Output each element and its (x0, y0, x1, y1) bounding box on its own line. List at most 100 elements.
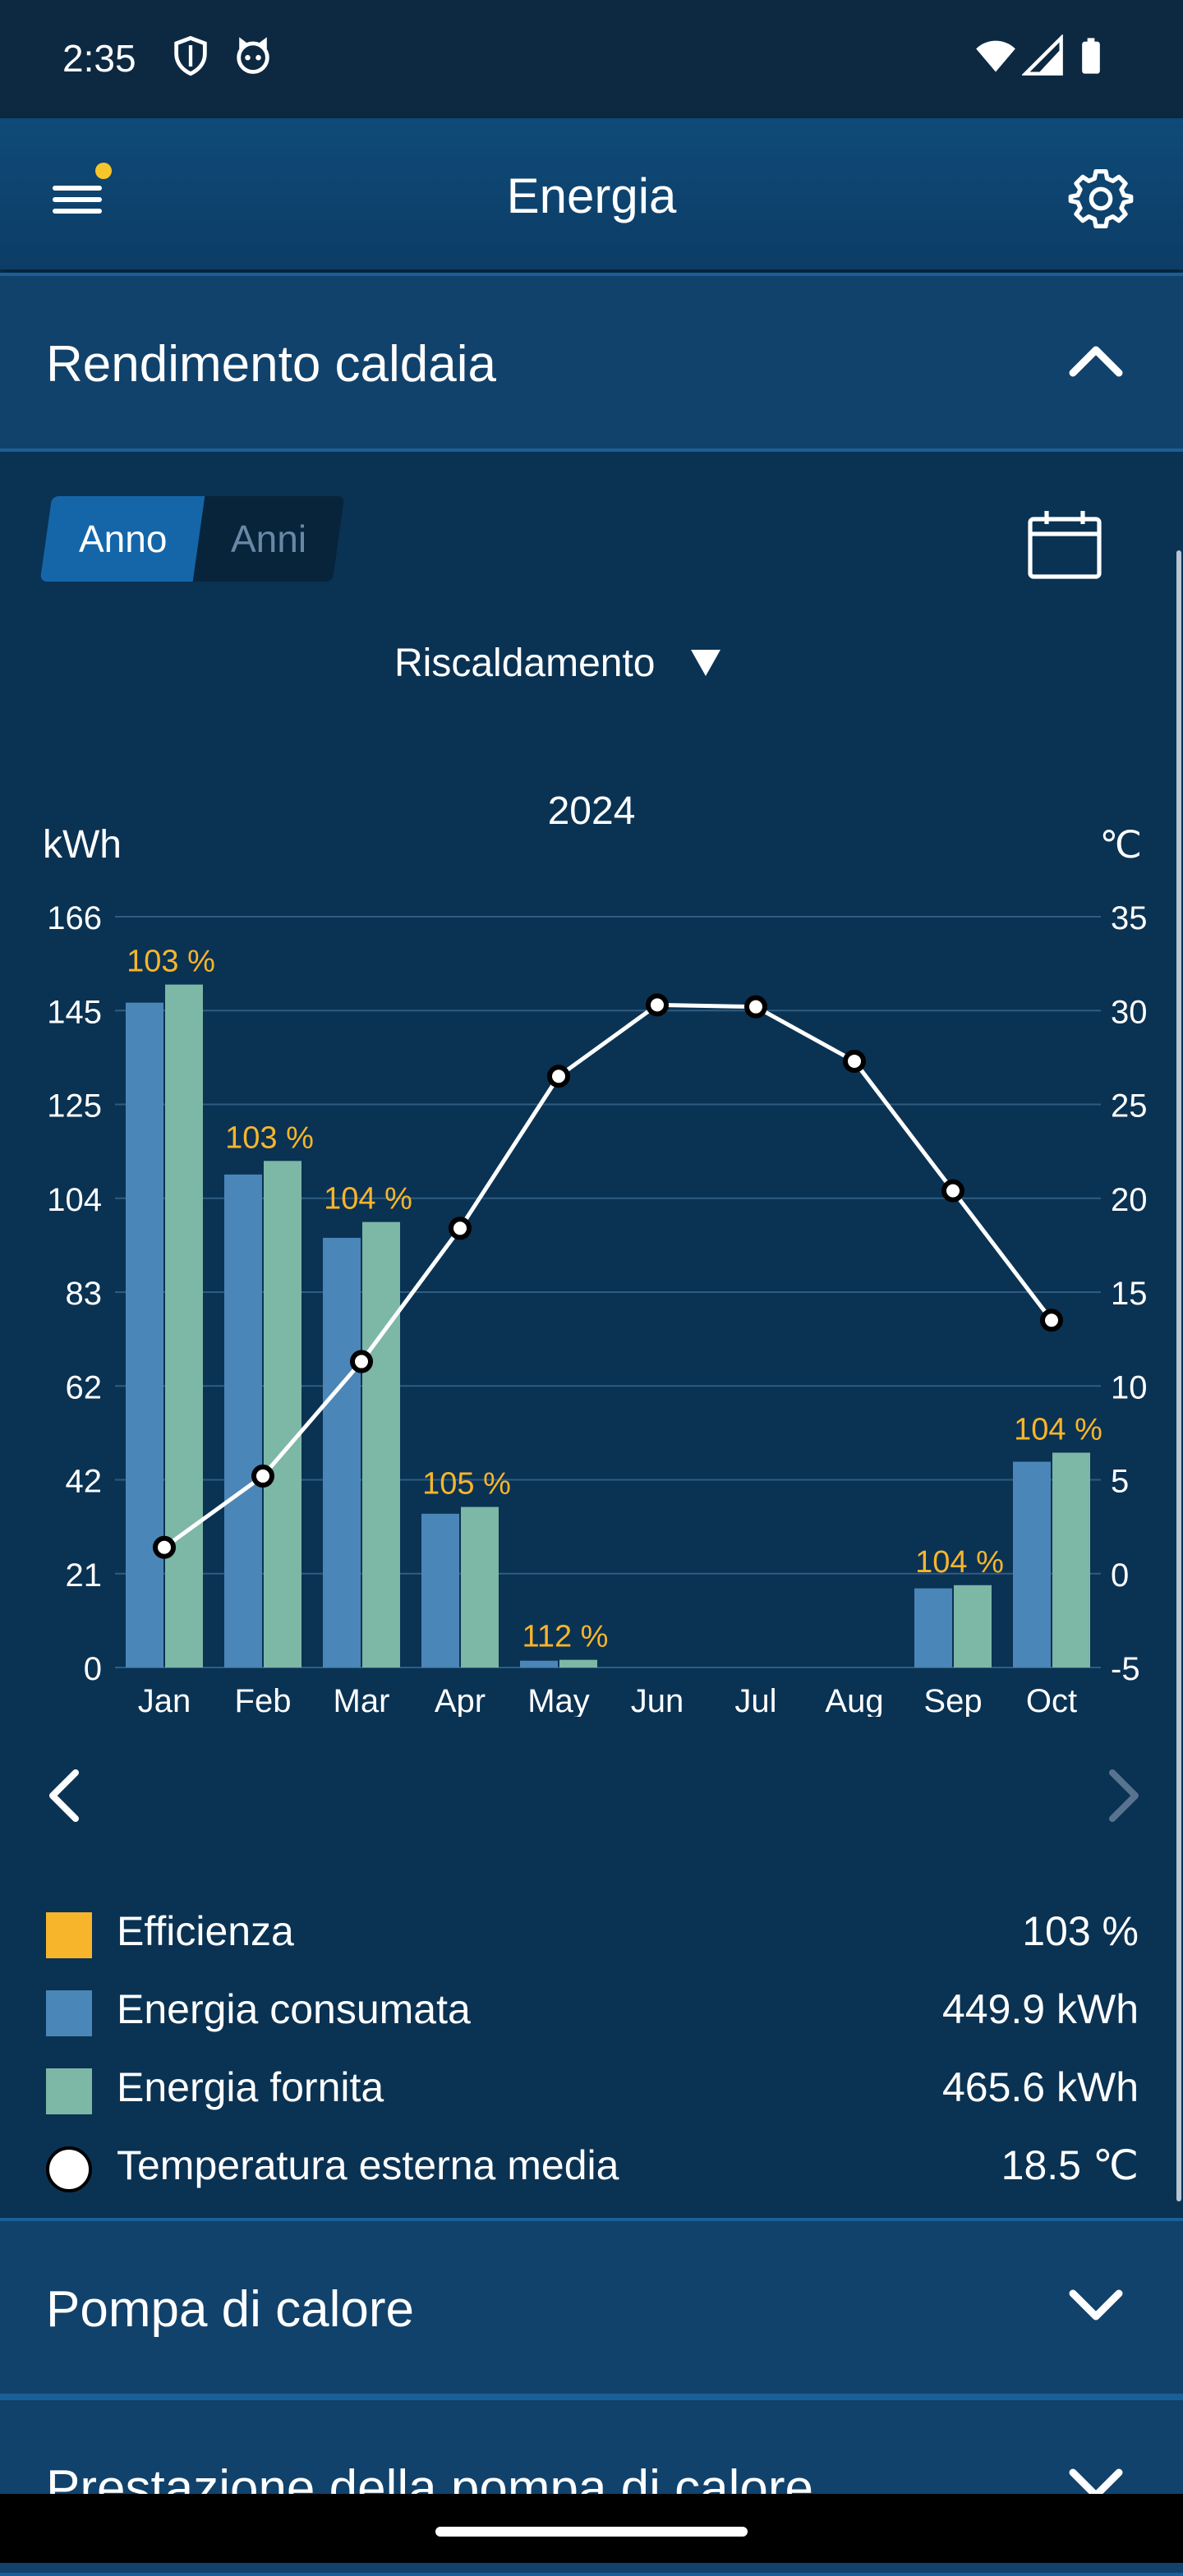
legend-value: 465.6 kWh (941, 2064, 1139, 2110)
legend-value: 449.9 kWh (941, 1986, 1139, 2032)
efficiency-label: 104 % (324, 1182, 412, 1217)
legend-swatch (46, 1990, 92, 2036)
shield-icon (174, 35, 207, 76)
y-right-tick: -5 (1111, 1651, 1140, 1687)
bar (323, 1237, 361, 1668)
y-left-tick: 83 (66, 1276, 103, 1312)
efficiency-label: 104 % (1014, 1412, 1102, 1447)
x-tick: Jul (734, 1683, 776, 1717)
legend-value: 18.5 ℃ (1001, 2142, 1139, 2188)
status-bar: 2:35 (0, 0, 1183, 118)
signal-icon (1022, 34, 1063, 76)
page-title: Energia (506, 168, 677, 223)
legend-label: Energia fornita (117, 2064, 384, 2110)
x-tick: Feb (235, 1683, 292, 1717)
legend-swatch (46, 2068, 92, 2114)
home-gesture-bar[interactable] (435, 2527, 748, 2537)
temperature-point (1040, 1309, 1063, 1332)
legend-row-consumed: Energia consumata 449.9 kWh (46, 1977, 1139, 2043)
segment-anno-label: Anno (79, 518, 168, 560)
bar (914, 1588, 952, 1668)
bar (559, 1659, 597, 1668)
section-boiler-header[interactable]: Rendimento caldaia (0, 273, 1183, 452)
x-tick: Mar (334, 1683, 390, 1717)
x-tick: May (527, 1683, 590, 1717)
bar (165, 984, 203, 1668)
cat-icon (237, 37, 269, 74)
section-title: Pompa di calore (46, 2281, 415, 2338)
y-left-tick: 0 (84, 1651, 102, 1687)
legend-row-temperature: Temperatura esterna media 18.5 ℃ (46, 2133, 1139, 2199)
calendar-icon[interactable] (1025, 509, 1104, 582)
efficiency-label: 112 % (522, 1620, 609, 1654)
temperature-point (449, 1217, 472, 1240)
y-left-tick: 104 (47, 1182, 102, 1218)
period-segmented-control: Anno Anni (39, 496, 345, 582)
chevron-down-icon[interactable] (1063, 2272, 1129, 2338)
y-right-tick: 0 (1111, 1557, 1129, 1594)
legend-value: 103 % (1022, 1908, 1139, 1954)
bar (362, 1221, 400, 1668)
wifi-icon (976, 40, 1015, 72)
legend-label: Efficienza (117, 1908, 294, 1954)
dropdown-value: Riscaldamento (394, 641, 656, 685)
section-heat-pump-header[interactable]: Pompa di calore (0, 2218, 1183, 2397)
x-tick: Jan (138, 1683, 191, 1717)
x-tick: Apr (435, 1683, 486, 1717)
bar (954, 1585, 992, 1668)
section-title: Rendimento caldaia (46, 336, 497, 393)
scrollbar[interactable] (1176, 550, 1181, 2201)
segment-anni[interactable]: Anni (192, 496, 345, 582)
chevron-right-icon[interactable] (1096, 1766, 1148, 1825)
segment-anni-label: Anni (230, 518, 307, 560)
temperature-point (350, 1350, 373, 1373)
app-bar: Energia (0, 118, 1183, 269)
y-left-tick: 62 (66, 1369, 103, 1405)
chevron-left-icon[interactable] (39, 1766, 92, 1825)
y-left-tick: 21 (66, 1557, 103, 1594)
bar (461, 1506, 499, 1668)
bar (264, 1161, 302, 1668)
temperature-point (646, 993, 669, 1017)
temperature-point (843, 1049, 866, 1073)
bar (1052, 1452, 1090, 1668)
y-left-tick: 125 (47, 1088, 102, 1125)
efficiency-label: 103 % (225, 1120, 314, 1155)
y-left-tick: 166 (47, 900, 102, 936)
efficiency-label: 103 % (127, 945, 215, 979)
y-left-tick: 42 (66, 1464, 103, 1500)
y-right-tick: 10 (1111, 1369, 1148, 1405)
menu-icon[interactable] (46, 168, 112, 225)
triangle-down-icon (691, 650, 721, 676)
temperature-point (941, 1179, 964, 1203)
y-right-tick: 25 (1111, 1088, 1148, 1125)
y-right-tick: 35 (1111, 900, 1148, 936)
y-left-tick: 145 (47, 994, 102, 1030)
y-right-tick: 20 (1111, 1182, 1148, 1218)
segment-anno[interactable]: Anno (39, 496, 207, 582)
legend-row-supplied: Energia fornita 465.6 kWh (46, 2055, 1139, 2121)
temperature-point (153, 1535, 176, 1559)
bar (520, 1660, 558, 1668)
legend-row-efficiency: Efficienza 103 % (46, 1899, 1139, 1965)
temperature-line (163, 1002, 1053, 1549)
x-tick: Jun (631, 1683, 684, 1717)
y-right-tick: 30 (1111, 994, 1148, 1030)
bar (421, 1513, 459, 1668)
energy-chart: kWh ℃ 166 35 145 30 125 25 104 20 83 15 62 10 42 5 21 0 0 -… (43, 823, 1148, 1717)
efficiency-label: 104 % (915, 1545, 1004, 1580)
bar (126, 1002, 163, 1668)
gear-icon[interactable] (1068, 166, 1134, 232)
legend-swatch (46, 1912, 92, 1958)
chart-year: 2024 (547, 789, 636, 833)
status-time: 2:35 (62, 37, 136, 80)
y-right-axis-label: ℃ (1099, 823, 1142, 866)
temperature-point (744, 995, 767, 1019)
temperature-point (251, 1464, 274, 1488)
legend-label: Temperatura esterna media (117, 2142, 619, 2188)
chevron-up-icon[interactable] (1063, 327, 1129, 393)
legend-label: Energia consumata (117, 1986, 471, 2032)
bar (224, 1174, 262, 1668)
mode-dropdown[interactable]: Riscaldamento (394, 634, 724, 692)
x-tick: Oct (1026, 1683, 1077, 1717)
